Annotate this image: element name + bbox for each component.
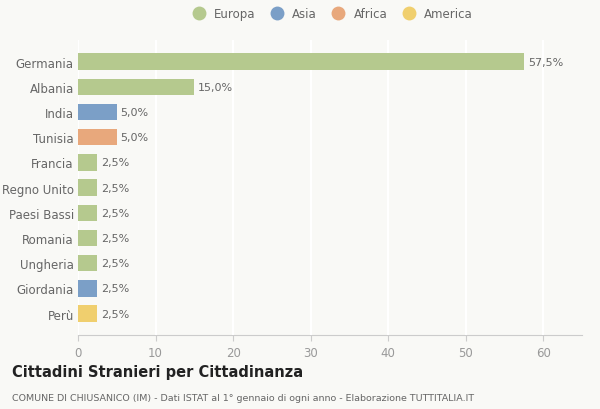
Bar xyxy=(78,155,97,171)
Bar xyxy=(78,79,194,96)
Bar xyxy=(78,306,97,322)
Text: 2,5%: 2,5% xyxy=(101,284,130,294)
Text: COMUNE DI CHIUSANICO (IM) - Dati ISTAT al 1° gennaio di ogni anno - Elaborazione: COMUNE DI CHIUSANICO (IM) - Dati ISTAT a… xyxy=(12,393,474,402)
Bar xyxy=(78,205,97,221)
Bar xyxy=(78,230,97,247)
Bar xyxy=(78,281,97,297)
Text: 15,0%: 15,0% xyxy=(198,83,233,92)
Text: 5,0%: 5,0% xyxy=(121,108,149,118)
Text: 2,5%: 2,5% xyxy=(101,234,130,243)
Text: 2,5%: 2,5% xyxy=(101,158,130,168)
Text: Cittadini Stranieri per Cittadinanza: Cittadini Stranieri per Cittadinanza xyxy=(12,364,303,379)
Text: 2,5%: 2,5% xyxy=(101,309,130,319)
Text: 2,5%: 2,5% xyxy=(101,208,130,218)
Bar xyxy=(78,105,117,121)
Text: 5,0%: 5,0% xyxy=(121,133,149,143)
Bar xyxy=(78,180,97,196)
Text: 2,5%: 2,5% xyxy=(101,183,130,193)
Text: 57,5%: 57,5% xyxy=(528,58,563,67)
Legend: Europa, Asia, Africa, America: Europa, Asia, Africa, America xyxy=(185,6,475,23)
Bar xyxy=(78,54,524,71)
Text: 2,5%: 2,5% xyxy=(101,258,130,269)
Bar xyxy=(78,255,97,272)
Bar xyxy=(78,130,117,146)
